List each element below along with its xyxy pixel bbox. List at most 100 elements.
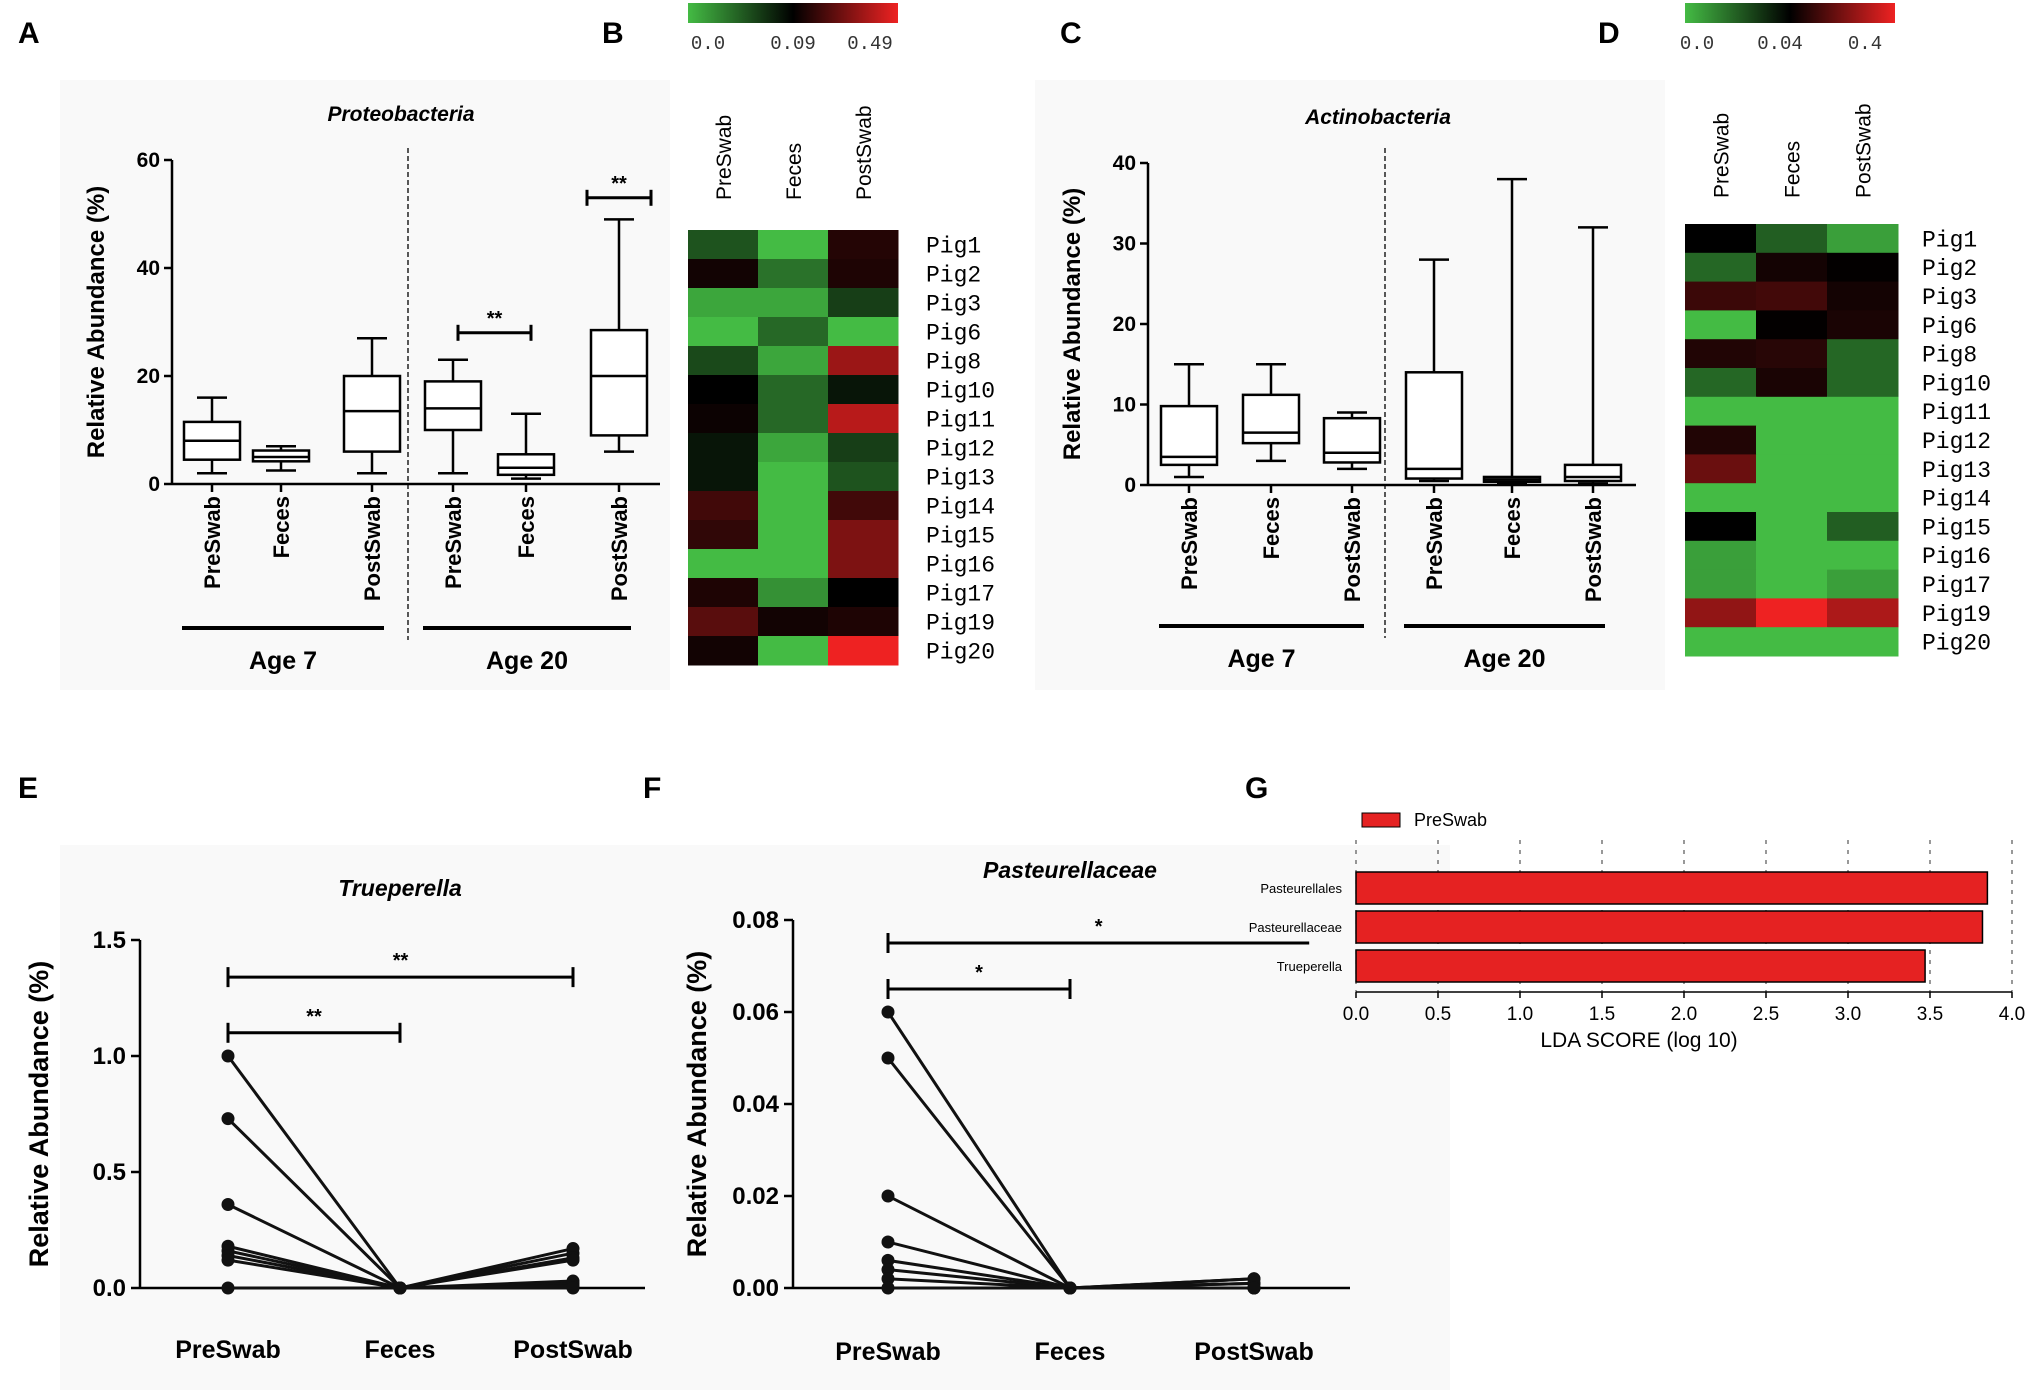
data-point bbox=[221, 1253, 235, 1267]
x-category-label: Feces bbox=[365, 1336, 436, 1364]
heatmap-cell bbox=[828, 491, 899, 521]
heatmap-column-label: Feces bbox=[1782, 141, 1805, 198]
heatmap-row-label: Pig20 bbox=[1922, 631, 1991, 657]
heatmap-cell bbox=[1827, 252, 1899, 283]
heatmap-row-label: Pig8 bbox=[926, 350, 981, 376]
heatmap-cell bbox=[828, 230, 899, 260]
y-axis-label: Relative Abundance (%) bbox=[24, 961, 54, 1268]
heatmap-cell bbox=[1827, 339, 1899, 369]
heatmap-cell bbox=[1756, 310, 1828, 340]
heatmap-row-label: Pig13 bbox=[1922, 458, 1991, 484]
lda-bar bbox=[1355, 871, 1989, 905]
colorbar-tick-label: 0.0 bbox=[691, 33, 725, 55]
heatmap-row-label: Pig15 bbox=[1922, 515, 1991, 541]
bar-category-label: Trueperella bbox=[1277, 959, 1343, 974]
heatmap-row-label: Pig14 bbox=[926, 495, 995, 521]
box-iqr bbox=[589, 328, 649, 437]
heatmap-cell bbox=[758, 462, 829, 492]
heatmap-cell bbox=[688, 491, 759, 521]
y-tick-label: 1.5 bbox=[93, 927, 126, 954]
significance-label: * bbox=[1095, 916, 1103, 938]
heatmap-cell bbox=[1685, 224, 1757, 254]
box-iqr bbox=[1159, 404, 1219, 467]
heatmap-row-label: Pig16 bbox=[926, 553, 995, 579]
heatmap-cell bbox=[688, 578, 759, 608]
heatmap-cell bbox=[1685, 569, 1757, 599]
heatmap-cell bbox=[1756, 281, 1828, 311]
heatmap-cell bbox=[688, 607, 759, 637]
x-tick-label: 3.5 bbox=[1917, 1004, 1943, 1025]
heatmap-row-label: Pig15 bbox=[926, 524, 995, 550]
heatmap-cell bbox=[688, 549, 759, 579]
y-tick-label: 0.06 bbox=[732, 999, 779, 1026]
colorbar-tick-label: 0.09 bbox=[770, 33, 816, 55]
heatmap-cell bbox=[828, 462, 899, 492]
heatmap-cell bbox=[1827, 512, 1899, 542]
x-category-label: PostSwab bbox=[607, 496, 632, 601]
data-point bbox=[566, 1242, 580, 1256]
x-category-label: PreSwab bbox=[441, 496, 466, 589]
colorbar-tick-label: 0.0 bbox=[1680, 33, 1714, 55]
panel-c-background bbox=[1035, 80, 1665, 690]
heatmap-cell bbox=[688, 259, 759, 289]
x-category-label: PostSwab bbox=[1340, 497, 1365, 602]
heatmap-cell bbox=[828, 636, 899, 666]
panel-letter-g: G bbox=[1245, 772, 1268, 805]
heatmap-row-label: Pig2 bbox=[926, 263, 981, 289]
heatmap-row-label: Pig11 bbox=[926, 408, 995, 434]
heatmap-row-label: Pig16 bbox=[1922, 544, 1991, 570]
heatmap-cell bbox=[828, 520, 899, 550]
heatmap-cell bbox=[758, 491, 829, 521]
heatmap-row-label: Pig11 bbox=[1922, 400, 1991, 426]
heatmap-cell bbox=[1685, 396, 1757, 427]
data-point bbox=[393, 1281, 407, 1295]
heatmap-cell bbox=[1827, 540, 1899, 571]
panel-letter-e: E bbox=[18, 772, 38, 805]
x-category-label: PreSwab bbox=[175, 1336, 281, 1364]
heatmap-cell bbox=[1756, 598, 1828, 628]
heatmap-cell bbox=[1685, 540, 1757, 571]
heatmap-cell bbox=[1756, 368, 1828, 398]
data-point bbox=[221, 1112, 235, 1126]
heatmap-cell bbox=[688, 404, 759, 434]
heatmap-row-label: Pig6 bbox=[926, 321, 981, 347]
data-point bbox=[881, 1253, 895, 1267]
heatmap-cell bbox=[1827, 281, 1899, 311]
data-point bbox=[881, 1051, 895, 1065]
heatmap-cell bbox=[828, 346, 899, 376]
x-tick-label: 0.0 bbox=[1343, 1004, 1369, 1025]
y-tick-label: 0 bbox=[148, 473, 160, 496]
heatmap-cell bbox=[758, 549, 829, 579]
x-category-label: PostSwab bbox=[1194, 1338, 1313, 1366]
heatmap-cell bbox=[758, 404, 829, 434]
legend-label: PreSwab bbox=[1414, 810, 1487, 830]
heatmap-cell bbox=[758, 317, 829, 347]
y-tick-label: 20 bbox=[1113, 313, 1136, 336]
heatmap-row-label: Pig17 bbox=[926, 582, 995, 608]
panel-f-background bbox=[660, 845, 1450, 1390]
significance-label: * bbox=[975, 962, 983, 984]
data-point bbox=[221, 1281, 235, 1295]
data-point bbox=[881, 1281, 895, 1295]
x-category-label: PostSwab bbox=[513, 1336, 632, 1364]
x-category-label: PreSwab bbox=[1177, 497, 1202, 590]
significance-label: ** bbox=[306, 1006, 322, 1028]
panel-c-actinobacteria-boxplot: Actinobacteria Relative Abundance (%) 0 10 2… bbox=[1059, 106, 1636, 673]
heatmap-cell bbox=[1756, 569, 1828, 599]
box-iqr bbox=[423, 380, 483, 432]
panel-b-proteobacteria-heatmap: 0.0 0.09 0.49 PreSwab Feces PostSwab Pig1 Pig2 P… bbox=[688, 3, 995, 666]
y-axis-label: Relative Abundance (%) bbox=[682, 951, 712, 1258]
box-iqr bbox=[1563, 463, 1623, 483]
heatmap-cell bbox=[758, 259, 829, 289]
x-category-label: PreSwab bbox=[835, 1338, 941, 1366]
heatmap-cell bbox=[688, 346, 759, 376]
x-category-label: Feces bbox=[1035, 1338, 1106, 1366]
y-tick-label: 30 bbox=[1113, 233, 1136, 256]
heatmap-column-label: Feces bbox=[783, 143, 806, 200]
panel-letter-c: C bbox=[1060, 17, 1082, 50]
panel-letter-f: F bbox=[643, 772, 661, 805]
heatmap-row-label: Pig17 bbox=[1922, 573, 1991, 599]
heatmap-cell bbox=[1685, 598, 1757, 628]
heatmap-cell bbox=[1827, 598, 1899, 628]
